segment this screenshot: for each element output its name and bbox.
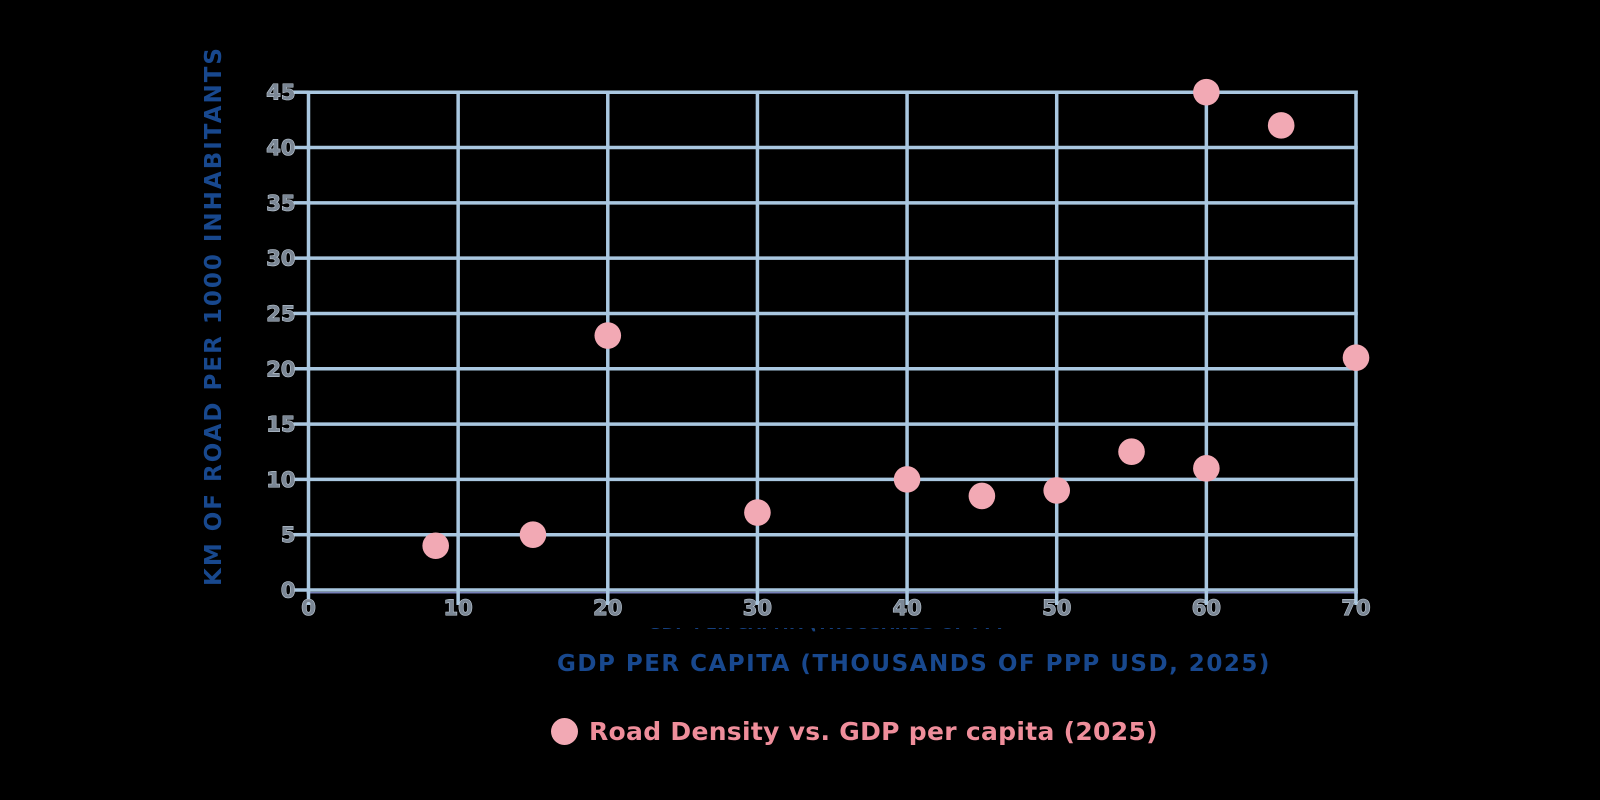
x-axis-title: GDP PER CAPITA (THOUSANDS OF PPP USD, 20… xyxy=(557,651,1271,677)
data-point xyxy=(1193,78,1220,106)
data-point xyxy=(1342,344,1370,371)
data-point xyxy=(1043,477,1071,504)
y-tick-label: 5 xyxy=(281,523,296,547)
data-point xyxy=(744,499,771,526)
x-tick-label: 70 xyxy=(1341,596,1370,620)
legend-label: Road Density vs. GDP per capita (2025) xyxy=(589,717,1158,746)
x-tick-label: 60 xyxy=(1192,596,1221,620)
y-tick-label: 30 xyxy=(266,247,295,271)
y-tick-label: 35 xyxy=(266,191,295,215)
y-axis-title: KM OF ROAD PER 1000 INHABITANTS xyxy=(201,46,227,586)
data-point xyxy=(1267,112,1295,139)
y-tick-label: 25 xyxy=(266,302,295,326)
x-tick-label: 20 xyxy=(593,596,622,620)
legend-marker-icon xyxy=(551,718,578,745)
data-point xyxy=(893,466,921,493)
data-point xyxy=(968,482,996,510)
data-point xyxy=(1118,438,1145,466)
x-tick-label: 0 xyxy=(301,596,316,620)
data-point xyxy=(1193,455,1220,482)
x-tick-label: 50 xyxy=(1042,596,1071,620)
y-tick-label: 20 xyxy=(266,357,295,381)
y-tick-label: 10 xyxy=(266,468,295,492)
legend: Road Density vs. GDP per capita (2025) xyxy=(551,717,1158,746)
data-point xyxy=(519,521,547,548)
data-point xyxy=(594,322,622,349)
x-axis-label-ghost: GDP PER CAPITA (THOUSANDS OF PPP USD, 20… xyxy=(648,628,1008,640)
y-tick-label: 15 xyxy=(266,413,295,437)
x-tick-label: 40 xyxy=(892,596,921,620)
y-tick-label: 40 xyxy=(266,136,295,160)
x-axis-label-ghost-text: GDP PER CAPITA (THOUSANDS OF PPP USD, 20… xyxy=(648,628,1008,633)
y-tick-label: 0 xyxy=(281,579,296,603)
x-tick-label: 10 xyxy=(444,596,473,620)
x-tick-label: 30 xyxy=(743,596,772,620)
y-tick-label: 45 xyxy=(266,81,295,105)
data-point xyxy=(422,532,449,560)
